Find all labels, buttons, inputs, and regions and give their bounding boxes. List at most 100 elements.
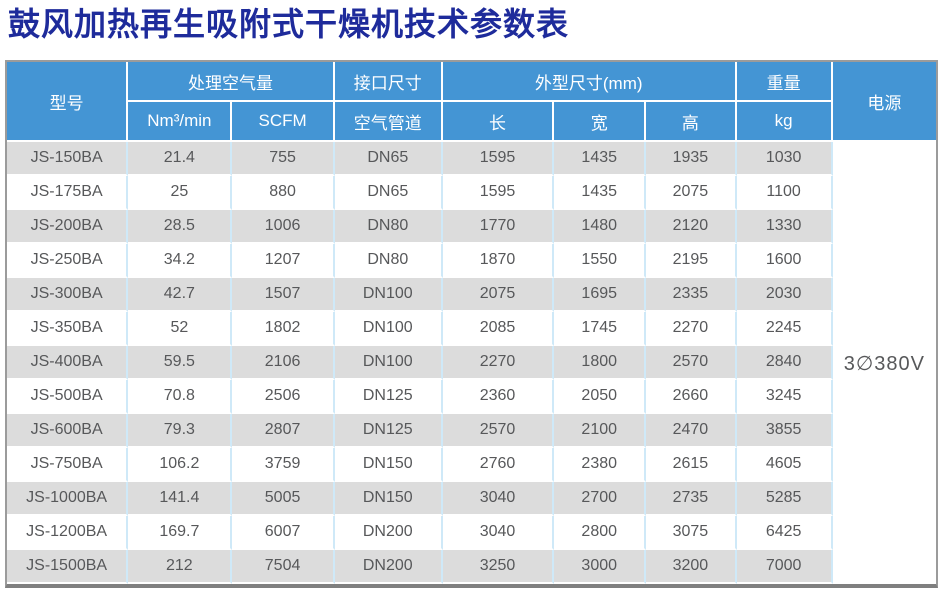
cell-model: JS-200BA <box>7 210 129 244</box>
table-row: JS-150BA 21.4 755 DN65 1595 1435 1935 1030 3∅380… <box>7 142 936 584</box>
cell-pipe: DN80 <box>334 210 443 244</box>
cell-pipe: DN65 <box>334 176 443 210</box>
cell-width: 1695 <box>554 278 647 312</box>
cell-model: JS-300BA <box>7 278 129 312</box>
cell-width: 2380 <box>554 448 647 482</box>
cell-nm3-min: 212 <box>128 550 233 584</box>
header-dimensions-group: 外型尺寸(mm) <box>442 62 737 102</box>
header-unit-nm3min: Nm³/min <box>128 102 233 142</box>
cell-length: 2760 <box>442 448 555 482</box>
cell-scfm: 755 <box>232 142 335 176</box>
cell-height: 2195 <box>646 244 737 278</box>
cell-model: JS-175BA <box>7 176 129 210</box>
table-row: JS-750BA 106.2 3759 DN150 2760 2380 2615 4605 <box>7 448 936 482</box>
cell-model: JS-150BA <box>7 142 129 176</box>
cell-scfm: 6007 <box>232 516 335 550</box>
cell-length: 2570 <box>442 414 555 448</box>
cell-length: 3040 <box>442 516 555 550</box>
cell-pipe: DN125 <box>334 380 443 414</box>
cell-nm3-min: 70.8 <box>128 380 233 414</box>
cell-model: JS-750BA <box>7 448 129 482</box>
cell-width: 1435 <box>554 176 647 210</box>
cell-pipe: DN80 <box>334 244 443 278</box>
cell-weight: 1030 <box>736 142 833 176</box>
cell-pipe: DN100 <box>334 312 443 346</box>
cell-pipe: DN100 <box>334 278 443 312</box>
header-height: 高 <box>646 102 737 142</box>
cell-nm3-min: 42.7 <box>128 278 233 312</box>
cell-length: 2075 <box>442 278 555 312</box>
header-row-units: Nm³/min SCFM 空气管道 长 宽 高 kg <box>7 102 936 142</box>
cell-scfm: 2106 <box>232 346 335 380</box>
table-row: JS-400BA 59.5 2106 DN100 2270 1800 2570 2840 <box>7 346 936 380</box>
cell-scfm: 5005 <box>232 482 335 516</box>
cell-length: 1770 <box>442 210 555 244</box>
cell-nm3-min: 106.2 <box>128 448 233 482</box>
cell-weight: 2030 <box>736 278 833 312</box>
cell-height: 2120 <box>646 210 737 244</box>
cell-model: JS-350BA <box>7 312 129 346</box>
cell-weight: 6425 <box>736 516 833 550</box>
table-row: JS-350BA 52 1802 DN100 2085 1745 2270 2245 <box>7 312 936 346</box>
cell-width: 1480 <box>554 210 647 244</box>
table-row: JS-200BA 28.5 1006 DN80 1770 1480 2120 1330 <box>7 210 936 244</box>
cell-scfm: 1207 <box>232 244 335 278</box>
header-model: 型号 <box>7 62 129 142</box>
cell-height: 2570 <box>646 346 737 380</box>
header-row-groups: 型号 处理空气量 接口尺寸 外型尺寸(mm) 重量 电源 <box>7 62 936 142</box>
cell-weight: 3245 <box>736 380 833 414</box>
cell-weight: 7000 <box>736 550 833 584</box>
table-row: JS-1000BA 141.4 5005 DN150 3040 2700 2735 5285 <box>7 482 936 516</box>
cell-height: 2470 <box>646 414 737 448</box>
cell-pipe: DN125 <box>334 414 443 448</box>
header-air-flow-group: 处理空气量 <box>128 62 335 102</box>
cell-scfm: 3759 <box>232 448 335 482</box>
cell-height: 2735 <box>646 482 737 516</box>
cell-height: 3200 <box>646 550 737 584</box>
header-unit-scfm: SCFM <box>232 102 335 142</box>
cell-height: 2335 <box>646 278 737 312</box>
cell-weight: 2245 <box>736 312 833 346</box>
cell-pipe: DN200 <box>334 516 443 550</box>
cell-model: JS-400BA <box>7 346 129 380</box>
cell-height: 1935 <box>646 142 737 176</box>
cell-weight: 1100 <box>736 176 833 210</box>
cell-model: JS-1200BA <box>7 516 129 550</box>
header-air-pipe: 空气管道 <box>334 102 443 142</box>
cell-pipe: DN150 <box>334 448 443 482</box>
cell-model: JS-600BA <box>7 414 129 448</box>
cell-model: JS-1000BA <box>7 482 129 516</box>
header-interface-group: 接口尺寸 <box>334 62 443 102</box>
table-header: 型号 处理空气量 接口尺寸 外型尺寸(mm) 重量 电源 Nm³/min SCF… <box>7 62 936 142</box>
cell-scfm: 2807 <box>232 414 335 448</box>
header-length: 长 <box>442 102 555 142</box>
cell-height: 2270 <box>646 312 737 346</box>
spec-table-wrapper: 型号 处理空气量 接口尺寸 外型尺寸(mm) 重量 电源 Nm³/min SCF… <box>5 60 938 588</box>
table-row: JS-1200BA 169.7 6007 DN200 3040 2800 3075 6425 <box>7 516 936 550</box>
cell-pipe: DN150 <box>334 482 443 516</box>
cell-length: 1595 <box>442 142 555 176</box>
cell-nm3-min: 169.7 <box>128 516 233 550</box>
cell-weight: 1330 <box>736 210 833 244</box>
cell-model: JS-500BA <box>7 380 129 414</box>
cell-model: JS-1500BA <box>7 550 129 584</box>
cell-length: 3040 <box>442 482 555 516</box>
header-weight-unit: kg <box>736 102 833 142</box>
page-title: 鼓风加热再生吸附式干燥机技术参数表 <box>8 6 570 42</box>
cell-width: 2100 <box>554 414 647 448</box>
table-row: JS-600BA 79.3 2807 DN125 2570 2100 2470 3855 <box>7 414 936 448</box>
cell-nm3-min: 79.3 <box>128 414 233 448</box>
cell-length: 2085 <box>442 312 555 346</box>
cell-width: 1745 <box>554 312 647 346</box>
table-row: JS-300BA 42.7 1507 DN100 2075 1695 2335 2030 <box>7 278 936 312</box>
cell-scfm: 880 <box>232 176 335 210</box>
cell-width: 1550 <box>554 244 647 278</box>
cell-scfm: 7504 <box>232 550 335 584</box>
cell-width: 3000 <box>554 550 647 584</box>
cell-length: 3250 <box>442 550 555 584</box>
cell-pipe: DN65 <box>334 142 443 176</box>
cell-height: 3075 <box>646 516 737 550</box>
cell-height: 2075 <box>646 176 737 210</box>
cell-model: JS-250BA <box>7 244 129 278</box>
